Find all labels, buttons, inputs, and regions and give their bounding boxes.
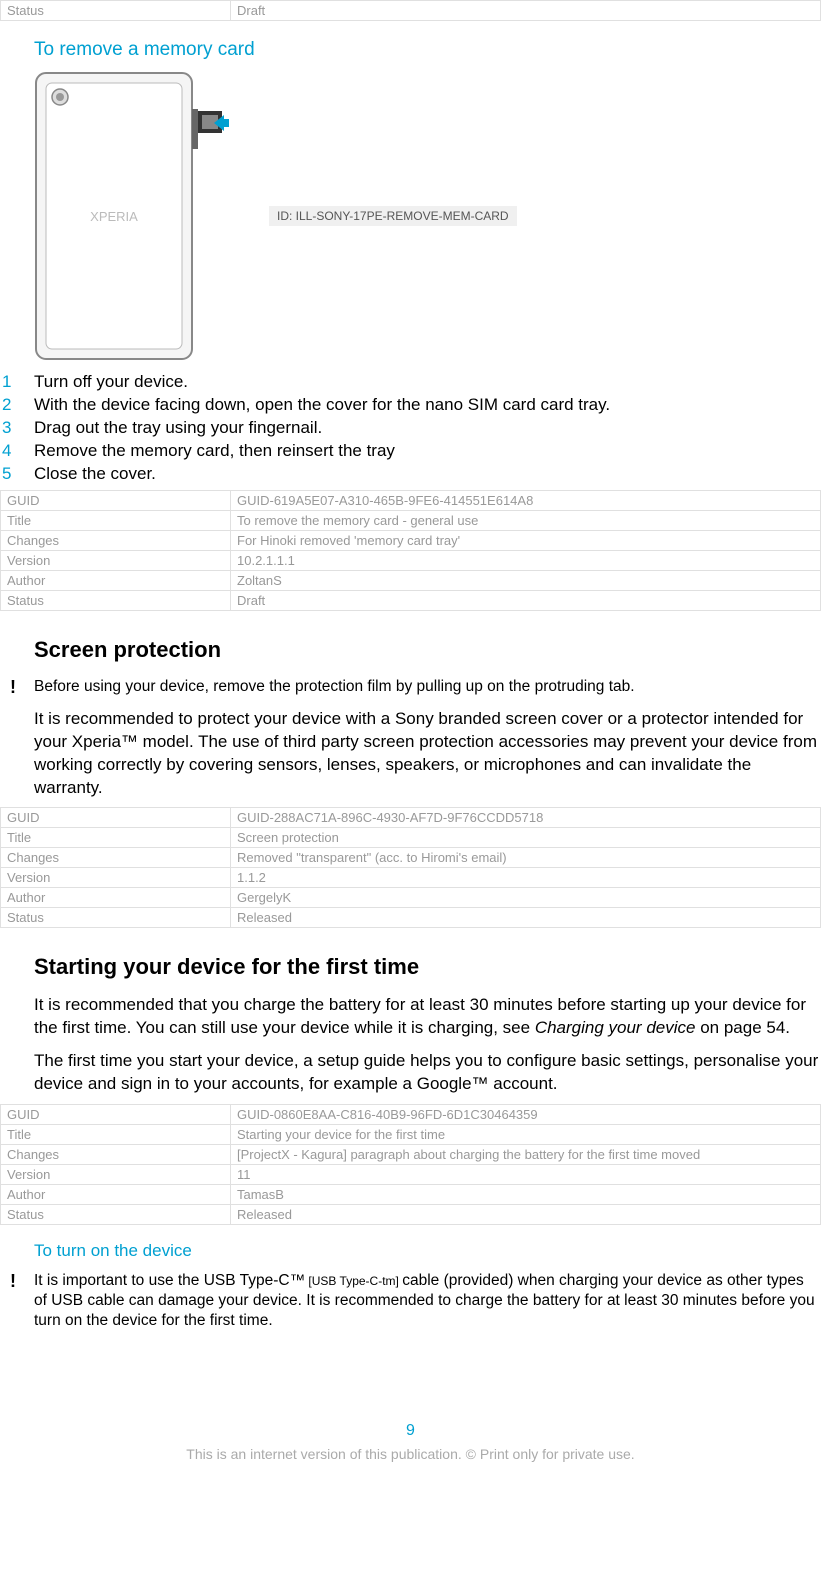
meta-label: Status — [1, 1205, 231, 1225]
page-number: 9 — [0, 1422, 821, 1440]
meta-label: GUID — [1, 490, 231, 510]
section-title-turn-on: To turn on the device — [34, 1241, 821, 1261]
meta-value: Removed "transparent" (acc. to Hiromi's … — [231, 848, 821, 868]
meta-value: Draft — [231, 1, 821, 21]
step-number: 4 — [0, 440, 34, 463]
footer-copyright: This is an internet version of this publ… — [0, 1446, 821, 1462]
step-number: 5 — [0, 463, 34, 486]
meta-value: 11 — [231, 1165, 821, 1185]
meta-label: Title — [1, 828, 231, 848]
meta-label: Author — [1, 888, 231, 908]
note-text: Before using your device, remove the pro… — [34, 677, 821, 698]
meta-value: GUID-619A5E07-A310-465B-9FE6-414551E614A… — [231, 490, 821, 510]
step-text: With the device facing down, open the co… — [34, 394, 821, 417]
step-text: Drag out the tray using your fingernail. — [34, 417, 821, 440]
step-item: 5Close the cover. — [0, 463, 821, 486]
note-part: It is important to use the USB Type-C™ — [34, 1272, 305, 1289]
section-title-starting-device: Starting your device for the first time — [34, 954, 821, 980]
step-item: 3Drag out the tray using your fingernail… — [0, 417, 821, 440]
step-item: 2With the device facing down, open the c… — [0, 394, 821, 417]
cross-reference-link[interactable]: Charging your device — [535, 1018, 696, 1037]
meta-value: GUID-288AC71A-896C-4930-AF7D-9F76CCDD571… — [231, 808, 821, 828]
step-number: 2 — [0, 394, 34, 417]
meta-value: GergelyK — [231, 888, 821, 908]
warning-icon: ! — [0, 677, 34, 698]
note-block: ! It is important to use the USB Type-C™… — [0, 1271, 821, 1331]
step-text: Remove the memory card, then reinsert th… — [34, 440, 821, 463]
svg-text:XPERIA: XPERIA — [90, 209, 138, 224]
meta-value: GUID-0860E8AA-C816-40B9-96FD-6D1C3046435… — [231, 1105, 821, 1125]
meta-table-screen-protection: GUIDGUID-288AC71A-896C-4930-AF7D-9F76CCD… — [0, 807, 821, 928]
meta-label: Version — [1, 550, 231, 570]
meta-label: Author — [1, 1185, 231, 1205]
meta-label: Title — [1, 510, 231, 530]
meta-label: GUID — [1, 808, 231, 828]
meta-value: 10.2.1.1.1 — [231, 550, 821, 570]
meta-label: Status — [1, 1, 231, 21]
meta-label: Changes — [1, 848, 231, 868]
meta-value: 1.1.2 — [231, 868, 821, 888]
meta-label: Changes — [1, 530, 231, 550]
phone-illustration: XPERIA — [34, 71, 229, 361]
meta-value: To remove the memory card - general use — [231, 510, 821, 530]
meta-value: For Hinoki removed 'memory card tray' — [231, 530, 821, 550]
body-paragraph: The first time you start your device, a … — [34, 1050, 821, 1096]
section-title-screen-protection: Screen protection — [34, 637, 821, 663]
warning-icon: ! — [0, 1271, 34, 1331]
steps-list: 1Turn off your device. 2With the device … — [0, 371, 821, 486]
meta-table-remove-card: GUIDGUID-619A5E07-A310-465B-9FE6-414551E… — [0, 490, 821, 611]
meta-value: Starting your device for the first time — [231, 1125, 821, 1145]
note-block: ! Before using your device, remove the p… — [0, 677, 821, 698]
illustration-row: XPERIA ID: ILL-SONY-17PE-REMOVE-MEM-CARD — [34, 71, 821, 361]
body-paragraph: It is recommended that you charge the ba… — [34, 994, 821, 1040]
step-text: Turn off your device. — [34, 371, 821, 394]
meta-label: Changes — [1, 1145, 231, 1165]
step-number: 1 — [0, 371, 34, 394]
note-text: It is important to use the USB Type-C™ [… — [34, 1271, 821, 1331]
body-paragraph: It is recommended to protect your device… — [34, 708, 821, 800]
meta-value: ZoltanS — [231, 570, 821, 590]
meta-value: Released — [231, 908, 821, 928]
meta-label: Status — [1, 590, 231, 610]
meta-label: Status — [1, 908, 231, 928]
meta-label: Title — [1, 1125, 231, 1145]
body-text: on page 54. — [695, 1018, 790, 1037]
illustration-id-label: ID: ILL-SONY-17PE-REMOVE-MEM-CARD — [269, 206, 517, 226]
meta-value: Draft — [231, 590, 821, 610]
meta-label: Version — [1, 868, 231, 888]
meta-label: GUID — [1, 1105, 231, 1125]
step-number: 3 — [0, 417, 34, 440]
meta-label: Author — [1, 570, 231, 590]
section-title-remove-card: To remove a memory card — [34, 39, 821, 61]
meta-table-starting-device: GUIDGUID-0860E8AA-C816-40B9-96FD-6D1C304… — [0, 1104, 821, 1225]
trademark-ref: [USB Type-C-tm] — [305, 1274, 402, 1288]
meta-label: Version — [1, 1165, 231, 1185]
meta-value: [ProjectX - Kagura] paragraph about char… — [231, 1145, 821, 1165]
top-meta-table: Status Draft — [0, 0, 821, 21]
meta-value: Released — [231, 1205, 821, 1225]
step-item: 1Turn off your device. — [0, 371, 821, 394]
step-text: Close the cover. — [34, 463, 821, 486]
meta-value: Screen protection — [231, 828, 821, 848]
step-item: 4Remove the memory card, then reinsert t… — [0, 440, 821, 463]
meta-value: TamasB — [231, 1185, 821, 1205]
